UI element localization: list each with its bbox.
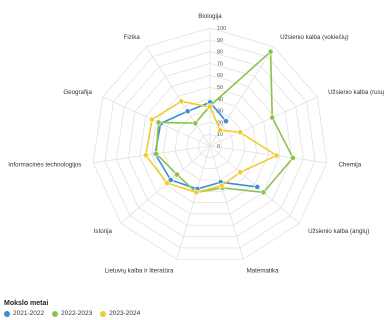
point-2023-2024 [207,104,213,110]
radial-tick-label: 40 [217,97,223,103]
point-2023-2024 [142,152,149,159]
category-label: Užsienio kalba (rusų) [328,89,384,96]
point-2022-2023 [269,114,276,121]
legend-title: Mokslo metai [4,300,49,307]
point-2021-2022 [184,108,191,115]
category-label: Istorija [94,228,113,235]
category-label: Chemija [338,161,361,168]
legend-label: 2021-2022 [13,310,45,317]
point-2022-2023 [290,155,296,161]
legend-dot-icon [52,310,59,317]
radial-tick-label: 70 [217,61,223,67]
radial-tick-label: 20 [217,120,223,126]
grid-ring-90 [104,39,316,249]
legend-item-2023-2024[interactable]: 2023-2024 [100,310,140,317]
series-line-2021-2022 [154,101,258,190]
category-label: Fizika [124,34,141,41]
point-2022-2023 [192,120,199,127]
category-label: Užsienio kalba (anglų) [308,228,369,235]
radial-tick-label: 100 [217,26,226,32]
point-2022-2023 [174,171,180,178]
radial-tick-label: 0 [217,144,220,150]
grid-ring-80 [116,51,304,237]
point-2023-2024 [178,98,185,105]
grid-ring-50 [151,86,269,204]
category-label: Informacinės technologijos [8,161,81,168]
point-2022-2023 [155,119,162,126]
radial-tick-label: 50 [217,85,223,91]
point-2023-2024 [149,116,155,123]
point-2021-2022 [254,184,261,190]
point-2022-2023 [267,48,274,55]
grid-ring-60 [139,74,281,215]
radar-svg: 0 10 20 30 40 50 60 70 80 90 100 Biologija Užsienio … [8,13,384,275]
spoke-4 [209,145,300,224]
radial-tick-label: 30 [217,109,223,115]
grid-ring-30 [174,110,246,181]
spoke-2 [209,96,318,147]
radial-tick-label: 60 [217,73,223,79]
point-2023-2024 [237,129,243,136]
grid-ring-100 [92,27,328,260]
category-label: Geografija [63,89,92,96]
grid-ring-70 [127,62,293,226]
series-line-2023-2024 [144,100,279,194]
point-2022-2023 [260,189,267,196]
spoke-10 [145,46,211,147]
legend-item-2022-2023[interactable]: 2022-2023 [52,310,92,317]
legend-dot-icon [4,310,10,317]
point-2023-2024 [237,169,244,176]
legend-dot-icon [100,310,107,317]
spoke-8 [93,145,211,164]
legend-label: 2023-2024 [109,310,141,317]
point-2023-2024 [217,127,224,134]
grid-ring-20 [186,121,234,170]
grid-ring-10 [197,133,223,158]
spoke-3 [209,145,327,164]
radial-tick-label: 80 [217,50,223,56]
point-2023-2024 [218,182,225,189]
legend-items: 2021-2022 2022-2023 2023-2024 [4,310,140,317]
legend: Mokslo metai 2021-2022 2022-2023 2023-20… [4,300,140,317]
category-label: Lietuvių kalba ir literatūra [105,268,174,275]
legend-label: 2022-2023 [61,310,93,317]
legend-item-2021-2022[interactable]: 2021-2022 [4,310,44,317]
category-label: Užsienio kalba (vokiečių) [280,34,348,41]
point-2023-2024 [164,180,171,186]
category-label: Matematika [247,268,280,275]
category-label: Biologija [198,13,222,20]
spoke-6 [176,145,211,260]
point-2021-2022 [223,118,229,125]
radial-tick-label: 10 [217,132,223,138]
spoke-5 [209,145,244,260]
radial-tick-label: 90 [217,38,223,44]
point-2022-2023 [153,150,160,157]
series-line-2022-2023 [155,49,294,194]
point-2023-2024 [193,189,200,196]
point-2023-2024 [273,152,280,159]
